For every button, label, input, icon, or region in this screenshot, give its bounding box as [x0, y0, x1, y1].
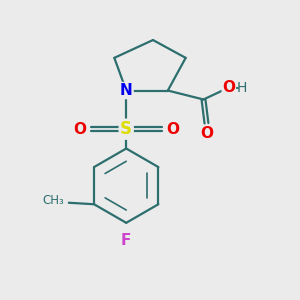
Text: H: H — [237, 81, 247, 94]
Text: O: O — [222, 80, 235, 95]
Text: CH₃: CH₃ — [43, 194, 64, 207]
Text: O: O — [200, 126, 213, 141]
Text: O: O — [166, 122, 179, 137]
Text: N: N — [120, 83, 133, 98]
Text: O: O — [73, 122, 86, 137]
Text: F: F — [121, 233, 131, 248]
Text: S: S — [120, 120, 132, 138]
